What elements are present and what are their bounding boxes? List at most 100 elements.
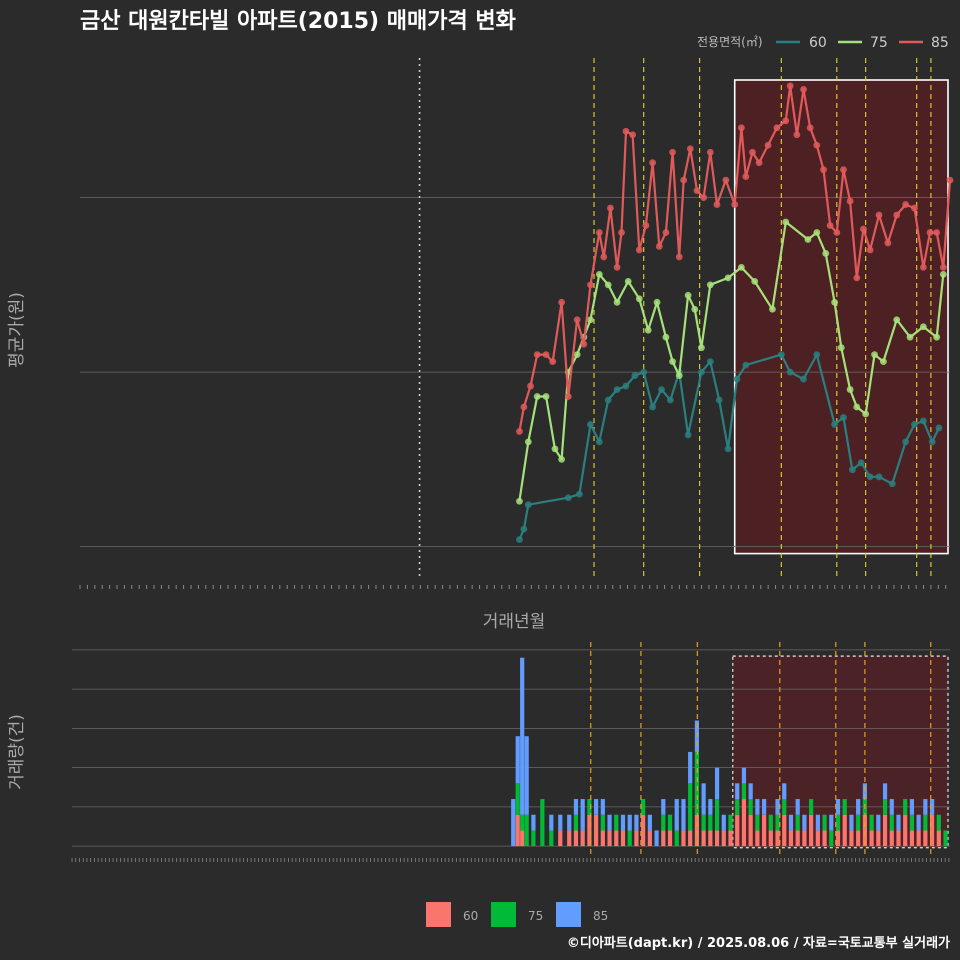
data-point-60 bbox=[587, 421, 594, 428]
volume-bar-75 bbox=[667, 814, 673, 831]
volume-bar-75 bbox=[882, 799, 888, 815]
data-point-60 bbox=[575, 490, 583, 498]
data-point-85 bbox=[722, 176, 730, 184]
data-point-75 bbox=[862, 410, 870, 418]
data-point-75 bbox=[933, 333, 941, 341]
data-point-85 bbox=[642, 222, 650, 229]
volume-bar-75 bbox=[694, 751, 700, 815]
volume-bar-60 bbox=[782, 814, 787, 847]
data-point-85 bbox=[542, 351, 550, 359]
volume-bar-75 bbox=[889, 814, 894, 831]
data-point-85 bbox=[806, 124, 814, 132]
data-point-60 bbox=[911, 421, 918, 428]
legend-label-60: 60 bbox=[809, 35, 827, 51]
volume-bar-60 bbox=[600, 830, 605, 847]
volume-bar-60 bbox=[795, 830, 800, 847]
volume-bar-75 bbox=[795, 814, 800, 831]
data-point-85 bbox=[618, 229, 625, 236]
volume-bar-85 bbox=[761, 799, 767, 815]
data-point-75 bbox=[769, 305, 776, 313]
data-point-85 bbox=[587, 281, 594, 289]
data-point-85 bbox=[549, 358, 557, 366]
volume-bar-85 bbox=[748, 783, 753, 800]
volume-bar-85 bbox=[802, 814, 807, 831]
data-point-75 bbox=[669, 358, 676, 366]
volume-bar-85 bbox=[916, 814, 921, 831]
legend-title: 전용면적(㎡) bbox=[697, 35, 763, 49]
data-point-85 bbox=[564, 393, 572, 400]
data-point-75 bbox=[706, 281, 714, 289]
volume-bar-85 bbox=[515, 736, 520, 784]
data-point-60 bbox=[516, 536, 523, 544]
volume-bar-60 bbox=[735, 814, 740, 847]
volume-bar-85 bbox=[688, 751, 693, 784]
volume-bar-60 bbox=[573, 830, 579, 847]
data-point-85 bbox=[919, 263, 927, 271]
data-point-60 bbox=[613, 386, 621, 393]
data-point-85 bbox=[649, 159, 657, 167]
bottom-legend-swatch-85 bbox=[556, 902, 581, 927]
data-point-85 bbox=[595, 229, 603, 236]
data-point-60 bbox=[786, 368, 794, 376]
bottom-legend-swatch-75 bbox=[491, 902, 516, 927]
data-point-60 bbox=[595, 438, 603, 446]
volume-bar-85 bbox=[549, 814, 554, 831]
data-point-85 bbox=[902, 201, 910, 208]
data-point-75 bbox=[542, 393, 550, 400]
data-point-60 bbox=[658, 386, 665, 393]
volume-bar-85 bbox=[862, 783, 867, 800]
volume-bar-85 bbox=[607, 814, 612, 831]
volume-bar-75 bbox=[701, 814, 706, 831]
data-point-75 bbox=[804, 236, 812, 243]
data-point-60 bbox=[935, 424, 943, 432]
volume-bar-85 bbox=[580, 799, 585, 831]
data-point-85 bbox=[655, 243, 663, 250]
volume-bar-85 bbox=[681, 799, 686, 831]
volume-bar-85 bbox=[654, 830, 659, 847]
volume-bar-75 bbox=[822, 814, 827, 831]
volume-bar-60 bbox=[856, 830, 861, 847]
volume-bar-60 bbox=[721, 830, 726, 847]
volume-bar-60 bbox=[876, 830, 881, 847]
data-point-85 bbox=[731, 201, 739, 208]
volume-bar-60 bbox=[594, 814, 599, 847]
data-point-85 bbox=[833, 229, 841, 236]
data-point-75 bbox=[906, 333, 914, 341]
data-point-75 bbox=[675, 372, 683, 379]
highlight-window bbox=[733, 79, 949, 555]
data-point-75 bbox=[635, 295, 643, 303]
volume-bar-60 bbox=[889, 830, 894, 847]
data-point-85 bbox=[558, 298, 566, 306]
data-point-60 bbox=[724, 445, 732, 453]
volume-bar-60 bbox=[835, 830, 841, 847]
volume-bar-60 bbox=[802, 830, 807, 847]
volume-bar-85 bbox=[634, 814, 639, 831]
volume-bar-85 bbox=[620, 814, 626, 831]
data-point-75 bbox=[653, 298, 661, 306]
volume-bar-75 bbox=[768, 814, 773, 831]
volume-bar-75 bbox=[782, 799, 787, 815]
volume-bar-75 bbox=[587, 799, 592, 815]
top-y-axis-label: 평균가(원) bbox=[7, 292, 27, 368]
data-point-85 bbox=[820, 166, 827, 174]
top-x-axis-label: 거래년월 bbox=[483, 612, 546, 632]
data-point-60 bbox=[733, 375, 741, 383]
volume-bar-60 bbox=[761, 814, 767, 847]
data-point-75 bbox=[846, 386, 854, 393]
volume-bar-85 bbox=[889, 799, 894, 815]
data-point-60 bbox=[640, 368, 648, 376]
volume-bar-60 bbox=[923, 830, 928, 847]
data-point-85 bbox=[749, 148, 756, 156]
data-point-85 bbox=[686, 145, 694, 153]
volume-bar-75 bbox=[829, 830, 834, 847]
volume-bar-60 bbox=[815, 830, 820, 847]
data-point-75 bbox=[644, 326, 652, 334]
data-point-85 bbox=[737, 124, 745, 132]
volume-bar-85 bbox=[882, 783, 888, 800]
data-point-60 bbox=[928, 438, 936, 446]
volume-bar-75 bbox=[755, 814, 760, 831]
volume-bar-75 bbox=[943, 830, 948, 847]
volume-bar-60 bbox=[741, 799, 747, 847]
data-point-85 bbox=[939, 263, 947, 271]
volume-bar-75 bbox=[708, 814, 713, 831]
